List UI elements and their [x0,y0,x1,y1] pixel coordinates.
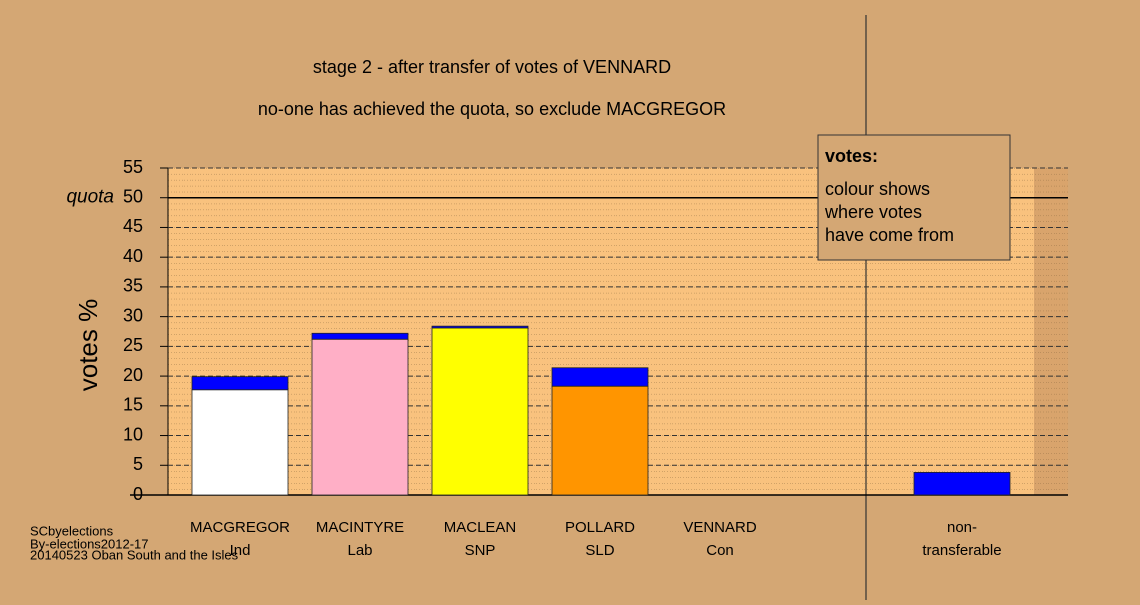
x-tick-label: non- [947,519,977,536]
chart-title: stage 2 - after transfer of votes of VEN… [313,57,671,77]
x-tick-label: transferable [922,542,1001,559]
annotation: votes: colour shows where votes have com… [817,134,1011,261]
annotation-box [817,134,1011,261]
x-tick-label: SLD [585,542,614,559]
x-tick-label: Con [706,542,734,559]
annotation-line: colour shows [825,179,930,199]
annotation-line: have come from [825,225,954,245]
x-tick-label: VENNARD [683,519,757,536]
y-tick-label: 30 [123,305,143,325]
x-tick-label: POLLARD [565,519,635,536]
x-tick-label: SNP [465,542,496,559]
y-tick-label: 50 [123,186,143,206]
bar-segment [311,338,409,496]
bar-segment [551,385,649,496]
annotation-line: where votes [824,202,922,222]
x-tick-label: MACINTYRE [316,519,404,536]
bar-segment [551,367,649,387]
bar-segment [431,327,529,496]
bar-segment [913,472,1011,496]
footer: SCbyelections [30,523,114,538]
y-tick-label: 45 [123,216,143,236]
y-tick-label: 40 [123,246,143,266]
footer: 20140523 Oban South and the Isles [30,547,239,562]
annotation-title: votes: [825,146,878,166]
y-tick-label: 5 [133,454,143,474]
x-tick-label: Ind [230,542,251,559]
footer: By-elections2012-17 [30,536,149,551]
y-axis-label: votes % [73,299,103,392]
bar-segment [191,389,289,496]
chart-subtitle: no-one has achieved the quota, so exclud… [258,99,726,119]
y-tick-label: 25 [123,335,143,355]
y-tick-label: 55 [123,157,143,177]
y-tick-label: 0 [133,484,143,504]
quota-label: quota [66,187,114,208]
y-tick-label: 35 [123,276,143,296]
y-tick-label: 10 [123,424,143,444]
bar-segment [191,376,289,391]
y-tick-label: 15 [123,395,143,415]
bar-segment [431,325,529,329]
bar-segment [311,332,409,340]
x-tick-label: MACGREGOR [190,519,290,536]
y-tick-label: 20 [123,365,143,385]
x-tick-label: Lab [347,542,372,559]
x-tick-label: MACLEAN [444,519,517,536]
